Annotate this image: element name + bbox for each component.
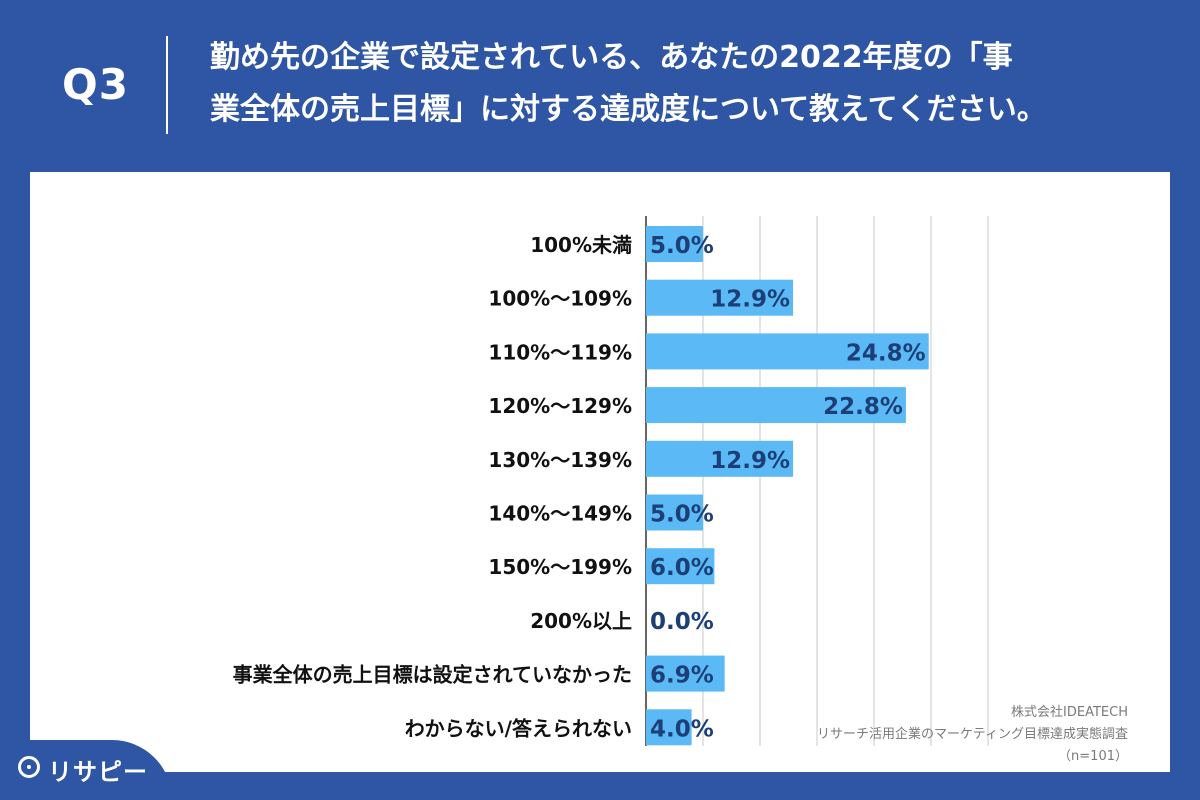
pin-icon	[18, 756, 40, 778]
bar	[646, 440, 794, 477]
value-label: 24.8%	[846, 340, 926, 366]
value-label: 22.8%	[823, 394, 903, 420]
bar	[646, 333, 929, 370]
bar	[646, 279, 794, 316]
category-label: 120%〜129%	[488, 394, 632, 418]
value-label: 12.9%	[710, 287, 790, 313]
category-label: 事業全体の売上目標は設定されていなかった	[233, 663, 632, 687]
brand-logo-text: リサピー	[48, 758, 148, 786]
source-survey-name: リサーチ活用企業のマーケティング目標達成実態調査	[817, 727, 1128, 742]
question-title-line-1: 勤め先の企業で設定されている、あなたの2022年度の「事	[210, 40, 1013, 75]
bar	[646, 655, 725, 692]
bar	[646, 709, 692, 746]
chart-panel: 100%未満 5.0% 100%〜109% 12.9% 110%〜119% 24.8% 12…	[30, 172, 1170, 772]
value-label: 5.0%	[650, 502, 714, 528]
question-title-line-2: 業全体の売上目標」に対する達成度について教えてください。	[210, 92, 1047, 127]
category-label: わからない/答えられない	[405, 716, 632, 740]
bar-chart: 100%未満 5.0% 100%〜109% 12.9% 110%〜119% 24.8% 12…	[233, 216, 989, 746]
category-label: 100%未満	[530, 233, 632, 257]
value-label: 5.0%	[650, 233, 714, 259]
question-title: 勤め先の企業で設定されている、あなたの2022年度の「事 業全体の売上目標」に対…	[210, 32, 1170, 136]
question-label: Q3	[62, 60, 129, 109]
brand-logo: リサピー	[0, 740, 172, 800]
category-label: 200%以上	[530, 609, 632, 633]
category-label: 140%〜149%	[488, 502, 632, 526]
category-label: 100%〜109%	[488, 287, 632, 311]
source-note: 株式会社IDEATECH リサーチ活用企業のマーケティング目標達成実態調査 （n…	[817, 702, 1128, 768]
value-label: 6.0%	[650, 555, 714, 581]
category-label: 150%〜199%	[488, 555, 632, 579]
bar	[646, 226, 703, 262]
value-label: 12.9%	[710, 448, 790, 474]
bar	[646, 494, 703, 531]
category-label: 110%〜119%	[488, 340, 632, 364]
source-sample-size: （n=101）	[1058, 749, 1128, 764]
bar	[646, 548, 715, 585]
source-company: 株式会社IDEATECH	[1011, 705, 1128, 720]
header-divider	[166, 36, 168, 134]
value-label: 6.9%	[650, 663, 714, 689]
category-label: 130%〜139%	[488, 448, 632, 472]
value-label: 4.0%	[650, 716, 714, 742]
value-label: 0.0%	[650, 609, 714, 635]
bar	[646, 387, 906, 424]
